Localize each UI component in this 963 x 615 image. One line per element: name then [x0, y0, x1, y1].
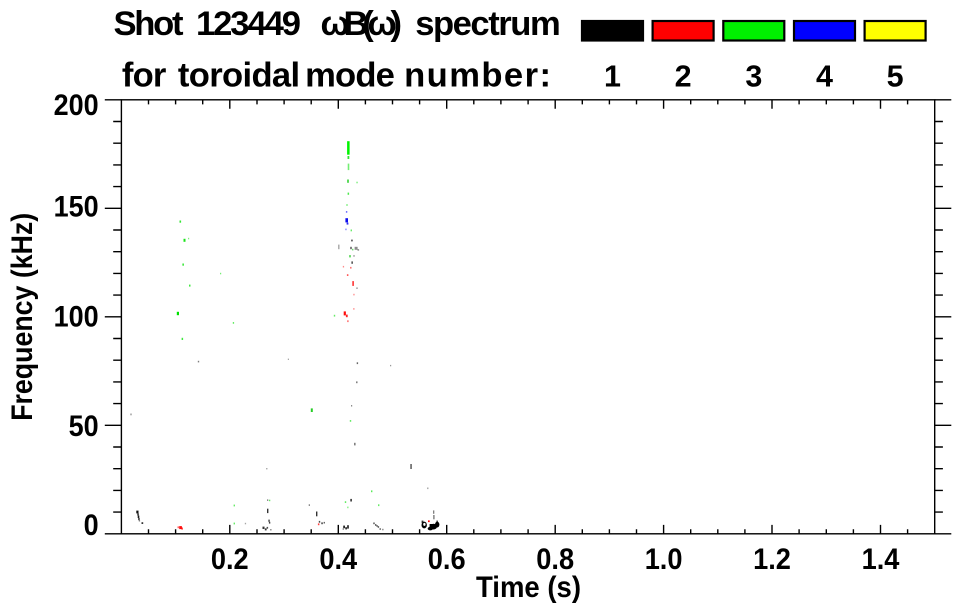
svg-text:3: 3	[745, 59, 762, 93]
svg-text:Time (s): Time (s)	[476, 571, 581, 604]
svg-text:1: 1	[604, 59, 621, 93]
svg-text:1.0: 1.0	[645, 543, 683, 576]
svg-text:200: 200	[54, 89, 99, 122]
svg-text:0.2: 0.2	[211, 543, 249, 576]
svg-text:0.6: 0.6	[428, 543, 466, 576]
svg-text:50: 50	[69, 410, 99, 443]
svg-text:100: 100	[54, 301, 99, 334]
svg-text:4: 4	[816, 59, 833, 93]
svg-text:2: 2	[675, 59, 692, 93]
svg-text:Frequency (kHz): Frequency (kHz)	[6, 213, 39, 421]
svg-text:5: 5	[887, 59, 904, 93]
svg-text:0.4: 0.4	[319, 543, 357, 576]
svg-text:1.4: 1.4	[862, 543, 900, 576]
svg-text:0: 0	[84, 509, 99, 542]
svg-text:0.8: 0.8	[536, 543, 574, 576]
svg-text:150: 150	[54, 191, 99, 224]
svg-text:1.2: 1.2	[753, 543, 791, 576]
